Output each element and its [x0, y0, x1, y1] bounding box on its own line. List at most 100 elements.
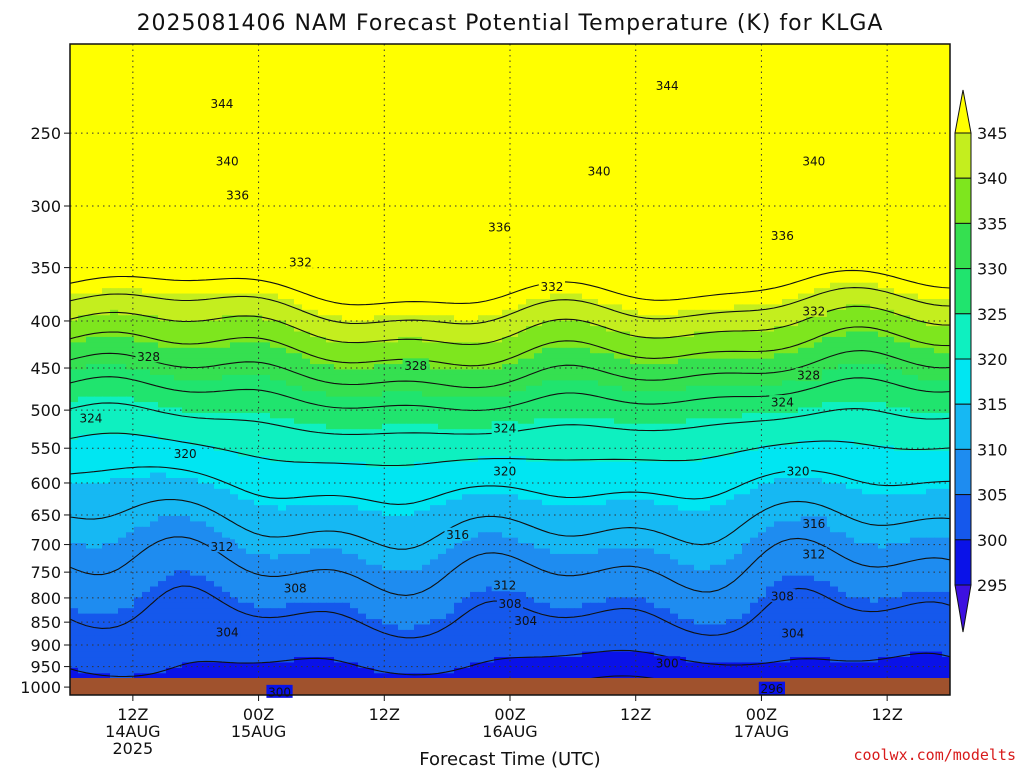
- heat-cell: [558, 212, 567, 219]
- heat-cell: [638, 54, 647, 61]
- heat-cell: [598, 195, 607, 202]
- heat-cell: [102, 71, 111, 78]
- heat-cell: [310, 190, 319, 197]
- heat-cell: [454, 261, 463, 268]
- heat-cell: [542, 261, 551, 268]
- heat-cell: [686, 206, 695, 213]
- heat-cell: [510, 277, 519, 284]
- heat-cell: [542, 98, 551, 105]
- heat-cell: [910, 277, 919, 284]
- heat-cell: [430, 87, 439, 94]
- heat-cell: [774, 49, 783, 56]
- heat-cell: [102, 65, 111, 72]
- heat-cell: [758, 81, 767, 88]
- heat-cell: [254, 60, 263, 67]
- heat-cell: [726, 228, 735, 235]
- heat-cell: [942, 212, 950, 219]
- heat-cell: [566, 114, 575, 121]
- heat-cell: [742, 81, 751, 88]
- heat-cell: [470, 103, 479, 110]
- heat-cell: [254, 147, 263, 154]
- heat-cell: [830, 130, 839, 137]
- chart-title: 2025081406 NAM Forecast Potential Temper…: [137, 11, 884, 36]
- heat-cell: [750, 168, 759, 175]
- heat-cell: [182, 103, 191, 110]
- heat-cell: [750, 250, 759, 257]
- heat-cell: [214, 44, 223, 51]
- heat-cell: [742, 271, 751, 278]
- heat-cell: [390, 261, 399, 268]
- heat-cell: [702, 147, 711, 154]
- heat-cell: [126, 81, 135, 88]
- heat-cell: [334, 141, 343, 148]
- heat-cell: [238, 223, 247, 230]
- heat-cell: [78, 201, 87, 208]
- heat-cell: [734, 103, 743, 110]
- heat-cell: [494, 87, 503, 94]
- heat-cell: [414, 223, 423, 230]
- heat-cell: [646, 239, 655, 246]
- heat-cell: [662, 174, 671, 181]
- heat-cell: [662, 163, 671, 170]
- heat-cell: [926, 255, 935, 262]
- heat-cell: [614, 65, 623, 72]
- heat-cell: [422, 239, 431, 246]
- heat-cell: [622, 174, 631, 181]
- heat-cell: [630, 174, 639, 181]
- heat-cell: [358, 65, 367, 72]
- heat-cell: [246, 65, 255, 72]
- heat-cell: [70, 228, 79, 235]
- heat-cell: [662, 109, 671, 116]
- heat-cell: [558, 201, 567, 208]
- heat-cell: [638, 136, 647, 143]
- heat-cell: [310, 65, 319, 72]
- heat-cell: [166, 92, 175, 99]
- heat-cell: [358, 244, 367, 251]
- heat-cell: [710, 54, 719, 61]
- heat-cell: [678, 125, 687, 132]
- heat-cell: [334, 92, 343, 99]
- heat-cell: [510, 255, 519, 262]
- heat-cell: [734, 212, 743, 219]
- heat-cell: [214, 185, 223, 192]
- heat-cell: [350, 212, 359, 219]
- heat-cell: [262, 228, 271, 235]
- heat-cell: [734, 98, 743, 105]
- heat-cell: [510, 109, 519, 116]
- heat-cell: [398, 125, 407, 132]
- heat-cell: [670, 157, 679, 164]
- heat-cell: [142, 244, 151, 251]
- heat-cell: [590, 141, 599, 148]
- heat-cell: [214, 195, 223, 202]
- heat-cell: [918, 228, 927, 235]
- heat-cell: [782, 168, 791, 175]
- heat-cell: [150, 54, 159, 61]
- heat-cell: [110, 76, 119, 83]
- heat-cell: [150, 244, 159, 251]
- heat-cell: [702, 282, 711, 289]
- heat-cell: [662, 65, 671, 72]
- heat-cell: [902, 190, 911, 197]
- heat-cell: [622, 212, 631, 219]
- heat-cell: [358, 163, 367, 170]
- heat-cell: [934, 87, 943, 94]
- heat-cell: [198, 157, 207, 164]
- heat-cell: [326, 54, 335, 61]
- heat-cell: [478, 81, 487, 88]
- heat-cell: [318, 163, 327, 170]
- heat-cell: [550, 185, 559, 192]
- heat-cell: [86, 217, 95, 224]
- heat-cell: [222, 92, 231, 99]
- heat-cell: [606, 261, 615, 268]
- heat-cell: [318, 266, 327, 273]
- heat-cell: [246, 54, 255, 61]
- heat-cell: [198, 206, 207, 213]
- heat-cell: [622, 163, 631, 170]
- heat-cell: [542, 244, 551, 251]
- heat-cell: [910, 217, 919, 224]
- heat-cell: [398, 217, 407, 224]
- heat-cell: [246, 98, 255, 105]
- heat-cell: [262, 92, 271, 99]
- heat-cell: [902, 250, 911, 257]
- heat-cell: [590, 250, 599, 257]
